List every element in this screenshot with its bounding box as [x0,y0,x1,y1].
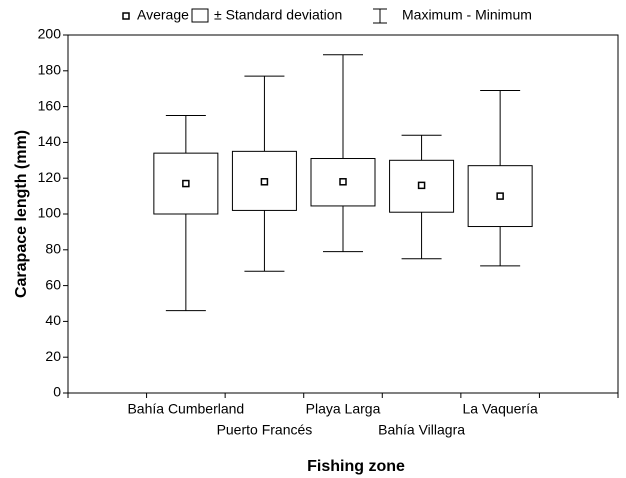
x-tick-label: La Vaquería [463,401,538,417]
x-tick-label: Bahía Villagra [378,422,465,438]
x-tick-label: Puerto Francés [217,422,313,438]
legend-icon-sd [191,8,209,23]
y-tick-label: 100 [38,205,62,221]
x-tick-label: Playa Larga [306,401,381,417]
y-tick-label: 180 [38,62,62,78]
mean-marker [339,178,347,186]
legend-label: Average [137,7,189,23]
x-axis-title: Fishing zone [307,458,405,475]
legend-icon-average [122,12,130,20]
mean-marker [182,179,190,188]
x-tick-label: Bahía Cumberland [127,401,244,417]
y-tick-label: 160 [38,97,62,113]
mean-marker [260,178,269,186]
legend-label: ± Standard deviation [214,7,342,23]
legend-label: Maximum - Minimum [402,7,532,23]
y-tick-label: 140 [38,133,62,149]
y-tick-label: 40 [45,312,61,328]
mean-marker [417,181,426,190]
y-tick-label: 0 [53,384,61,400]
y-tick-label: 200 [38,26,62,42]
y-tick-label: 60 [45,276,61,292]
mean-marker [496,192,504,200]
y-tick-label: 80 [45,241,61,257]
y-tick-label: 20 [45,348,61,364]
y-axis-title: Carapace length (mm) [13,130,30,298]
y-tick-label: 120 [38,169,62,185]
sd-box [310,158,376,207]
sd-box [231,150,297,211]
